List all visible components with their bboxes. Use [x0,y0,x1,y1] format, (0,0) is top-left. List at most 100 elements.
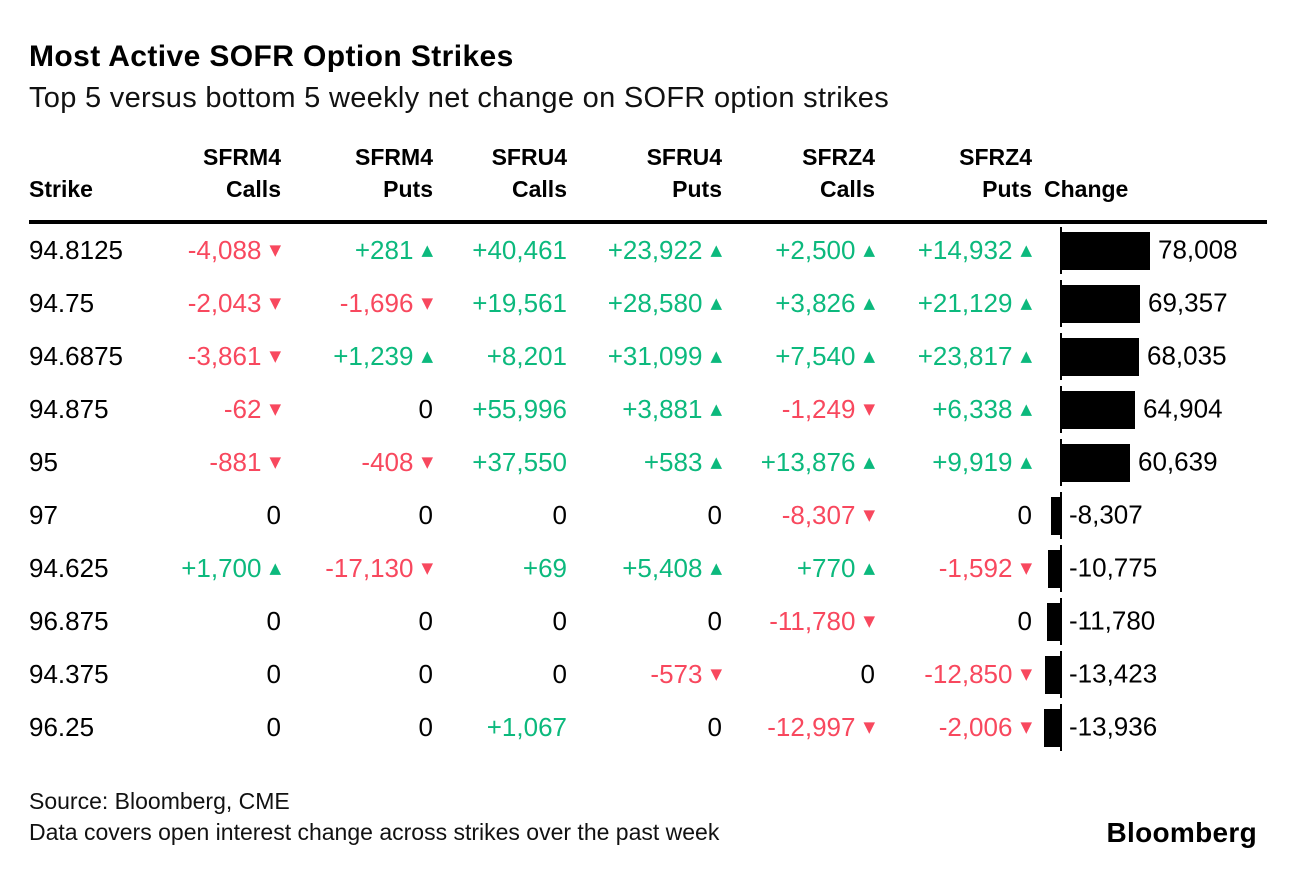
change-cell: 60,639 [1032,436,1267,489]
value-text: +37,550 [472,446,567,477]
value-text: +5,408 [622,552,703,583]
change-cell: 64,904 [1032,383,1267,436]
down-arrow-icon: ▼ [421,293,433,312]
change-value-label: 64,904 [1143,393,1223,424]
value-cell: 0 [433,659,567,690]
value-text: +3,881 [622,393,703,424]
table-row: 94.6875 -3,861 ▼ +1,239 ▲ +8,201 +31,099 ▲ +7,54… [29,330,1267,383]
strike-cell: 96.875 [29,605,109,636]
value-text: 0 [418,658,433,689]
footer: Source: Bloomberg, CME Data covers open … [29,786,1267,848]
value-text: 0 [266,605,281,636]
value-cell: 0 [567,500,722,531]
up-arrow-icon: ▲ [1020,399,1032,418]
change-cell: 78,008 [1032,224,1267,277]
up-arrow-icon: ▲ [1020,240,1032,259]
page-subtitle: Top 5 versus bottom 5 weekly net change … [29,81,890,114]
value-text: +14,932 [917,234,1013,265]
down-arrow-icon: ▼ [710,664,722,683]
value-cell: 0 [140,500,281,531]
up-arrow-icon: ▲ [710,240,722,259]
value-cell: 0 [281,500,433,531]
change-axis-tick [1060,650,1062,698]
change-cell: -11,780 [1032,595,1267,648]
change-bar [1044,708,1060,747]
down-arrow-icon: ▼ [421,452,433,471]
value-text: +69 [522,552,567,583]
change-value-label: 68,035 [1147,340,1227,371]
value-cell: -4,088 ▼ [140,235,281,266]
table-row: 94.8125 -4,088 ▼ +281 ▲ +40,461 +23,922 ▲ +2,500… [29,224,1267,277]
up-arrow-icon: ▲ [710,558,722,577]
column-header-change: Change [1044,175,1129,202]
value-cell: 0 [140,712,281,743]
value-cell: +6,338 ▲ [875,394,1032,425]
value-cell: +55,996 [433,394,567,425]
table-body: 94.8125 -4,088 ▼ +281 ▲ +40,461 +23,922 ▲ +2,500… [29,224,1267,754]
change-axis-tick [1060,332,1062,380]
change-axis-tick [1060,597,1062,645]
change-cell: -8,307 [1032,489,1267,542]
change-bar [1062,284,1140,323]
value-text: -3,861 [187,340,262,371]
value-cell: 0 [875,500,1032,531]
value-text: -12,997 [767,711,856,742]
value-cell: 0 [140,606,281,637]
value-cell: +770 ▲ [722,553,875,584]
value-cell: +3,881 ▲ [567,394,722,425]
value-cell: +69 [433,553,567,584]
value-text: 0 [1017,499,1032,530]
value-text: -408 [361,446,414,477]
column-header-sfru4-calls: SFRU4 Calls [491,143,567,202]
value-cell: +1,700 ▲ [140,553,281,584]
change-axis-tick [1060,279,1062,327]
value-cell: 0 [567,712,722,743]
table-row: 94.875 -62 ▼ 0 +55,996 +3,881 ▲ -1,249 ▼ +6,338 ▲ 6… [29,383,1267,436]
value-cell: -62 ▼ [140,394,281,425]
value-cell: -17,130 ▼ [281,553,433,584]
value-text: -1,249 [781,393,856,424]
value-text: -12,850 [924,658,1013,689]
value-text: -573 [650,658,703,689]
change-cell: -13,423 [1032,648,1267,701]
value-text: +2,500 [775,234,856,265]
value-text: 0 [266,658,281,689]
up-arrow-icon: ▲ [1020,293,1032,312]
bloomberg-logo: Bloomberg [1106,816,1257,848]
up-arrow-icon: ▲ [710,452,722,471]
down-arrow-icon: ▼ [863,505,875,524]
change-bar [1062,390,1135,429]
down-arrow-icon: ▼ [863,717,875,736]
value-cell: +8,201 [433,341,567,372]
value-text: -2,043 [187,287,262,318]
down-arrow-icon: ▼ [421,558,433,577]
up-arrow-icon: ▲ [863,452,875,471]
value-cell: 0 [281,712,433,743]
table-row: 97 0 0 0 0 -8,307 ▼ 0 -8,307 [29,489,1267,542]
down-arrow-icon: ▼ [269,293,281,312]
value-text: +31,099 [607,340,703,371]
value-text: +23,922 [607,234,703,265]
down-arrow-icon: ▼ [269,346,281,365]
footer-note: Data covers open interest change across … [29,818,720,845]
change-bar [1051,496,1060,535]
up-arrow-icon: ▲ [710,399,722,418]
value-cell: -11,780 ▼ [722,606,875,637]
value-cell: +14,932 ▲ [875,235,1032,266]
value-cell: -2,006 ▼ [875,712,1032,743]
change-bar [1047,602,1060,641]
value-text: 0 [418,393,433,424]
value-cell: 0 [281,606,433,637]
value-cell: -12,850 ▼ [875,659,1032,690]
change-cell: -13,936 [1032,701,1267,754]
value-cell: -3,861 ▼ [140,341,281,372]
strike-cell: 94.75 [29,287,95,318]
value-cell: +3,826 ▲ [722,288,875,319]
value-cell: +23,817 ▲ [875,341,1032,372]
value-text: -17,130 [325,552,414,583]
table-row: 94.75 -2,043 ▼ -1,696 ▼ +19,561 +28,580 ▲ +3,826… [29,277,1267,330]
up-arrow-icon: ▲ [1020,452,1032,471]
strikes-table: Strike SFRM4 Calls SFRM4 Puts SFRU4 Calls SF… [29,141,1267,754]
value-text: 0 [552,499,567,530]
value-cell: 0 [281,659,433,690]
